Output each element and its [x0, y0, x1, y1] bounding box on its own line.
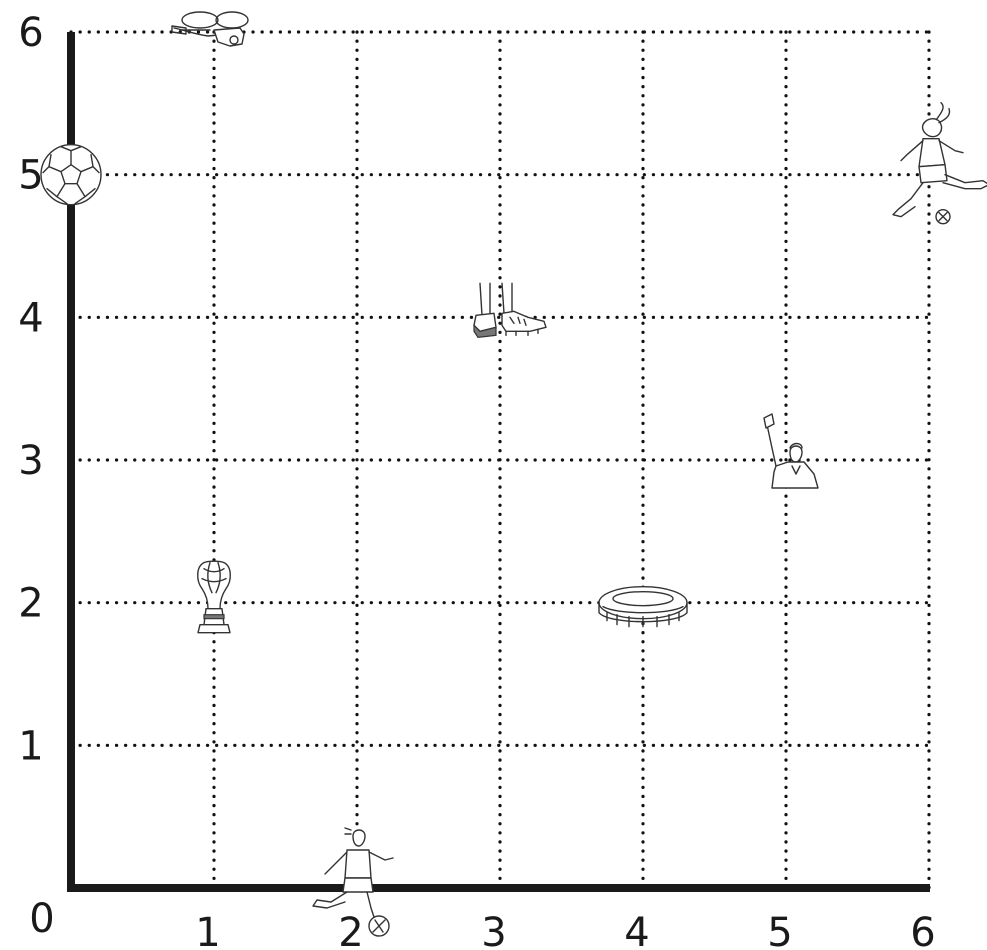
x-tick-label: 4	[624, 910, 649, 950]
tick-labels: 0 1 2 3 4 5 6 1 2 3 4 5 6	[18, 10, 935, 950]
stadium-icon	[598, 585, 688, 628]
y-tick-label: 3	[18, 438, 43, 484]
world-cup-trophy-icon	[197, 560, 231, 634]
x-tick-label: 3	[481, 910, 506, 950]
y-tick-label: 6	[18, 10, 43, 56]
y-tick-label: 5	[18, 153, 43, 199]
grid-lines	[69, 30, 931, 890]
x-tick-label: 0	[29, 896, 54, 942]
kicking-player-icon	[892, 101, 987, 225]
x-tick-label: 1	[195, 910, 220, 950]
y-tick-label: 4	[18, 295, 43, 341]
soccer-cleat-icon	[473, 282, 547, 338]
x-tick-label: 5	[767, 910, 792, 950]
y-tick-label: 1	[18, 723, 43, 769]
whistle-icon	[171, 11, 249, 47]
point-icons	[40, 11, 987, 937]
referee-flag-icon	[763, 413, 819, 489]
y-tick-label: 2	[18, 581, 43, 627]
x-tick-label: 6	[910, 910, 935, 950]
dribbling-player-icon	[312, 827, 394, 937]
soccer-ball-icon	[40, 143, 102, 206]
x-tick-label: 2	[338, 910, 363, 950]
